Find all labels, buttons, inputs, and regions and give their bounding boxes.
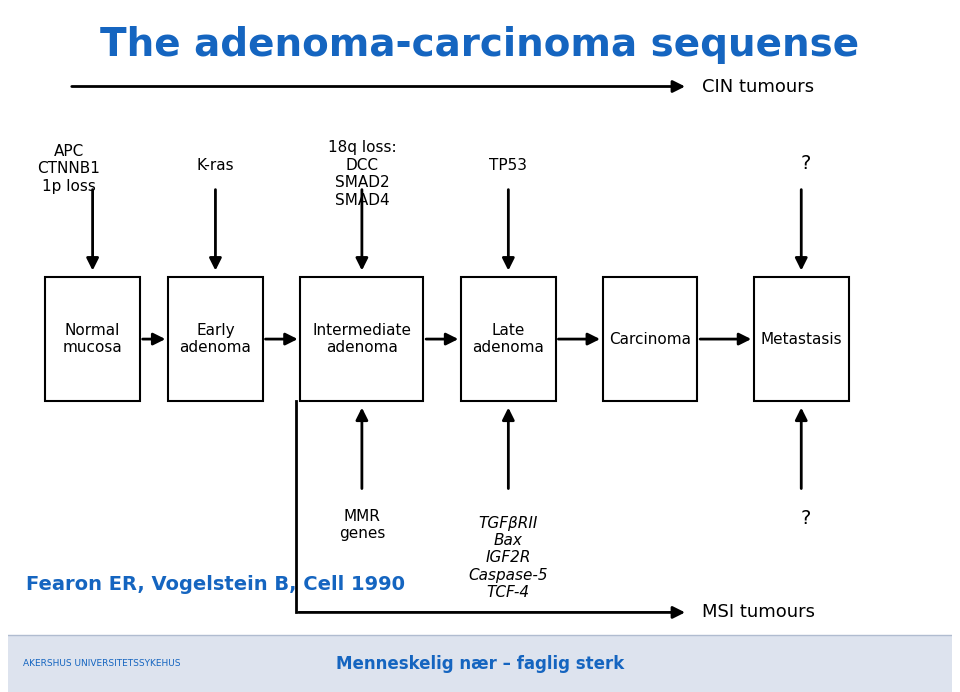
Text: TGFβRII
Bax
IGF2R
Caspase-5
TCF-4: TGFβRII Bax IGF2R Caspase-5 TCF-4 — [468, 516, 548, 600]
Text: Normal
mucosa: Normal mucosa — [62, 323, 123, 355]
Text: Menneskelig nær – faglig sterk: Menneskelig nær – faglig sterk — [336, 655, 624, 673]
Text: Carcinoma: Carcinoma — [609, 331, 691, 347]
Text: K-ras: K-ras — [197, 158, 234, 173]
Text: Fearon ER, Vogelstein B, Cell 1990: Fearon ER, Vogelstein B, Cell 1990 — [27, 575, 405, 594]
Text: The adenoma-carcinoma sequense: The adenoma-carcinoma sequense — [101, 26, 859, 64]
Text: TP53: TP53 — [490, 158, 527, 173]
Text: Early
adenoma: Early adenoma — [180, 323, 252, 355]
FancyBboxPatch shape — [300, 277, 423, 401]
Text: 18q loss:
DCC
SMAD2
SMAD4: 18q loss: DCC SMAD2 SMAD4 — [327, 140, 396, 208]
FancyBboxPatch shape — [168, 277, 263, 401]
Text: Metastasis: Metastasis — [760, 331, 842, 347]
Text: AKERSHUS UNIVERSITETSSYKEHUS: AKERSHUS UNIVERSITETSSYKEHUS — [23, 659, 180, 668]
FancyBboxPatch shape — [754, 277, 849, 401]
FancyBboxPatch shape — [45, 277, 140, 401]
Text: Late
adenoma: Late adenoma — [472, 323, 544, 355]
Text: CIN tumours: CIN tumours — [702, 78, 814, 95]
Text: ?: ? — [801, 509, 811, 527]
Text: Intermediate
adenoma: Intermediate adenoma — [312, 323, 412, 355]
Bar — [8, 635, 952, 692]
FancyBboxPatch shape — [603, 277, 697, 401]
Text: ?: ? — [801, 154, 811, 173]
Text: MMR
genes: MMR genes — [339, 509, 385, 541]
Text: APC
CTNNB1
1p loss: APC CTNNB1 1p loss — [37, 144, 101, 194]
FancyBboxPatch shape — [461, 277, 556, 401]
Text: MSI tumours: MSI tumours — [702, 603, 815, 621]
